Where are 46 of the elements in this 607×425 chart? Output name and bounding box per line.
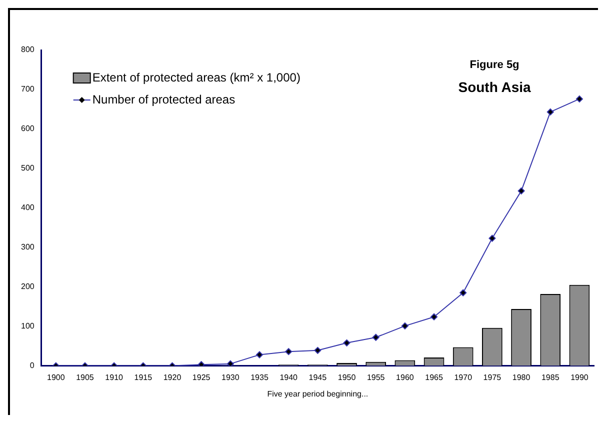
x-tick-label: 1910 — [105, 372, 124, 382]
y-tick-label: 600 — [20, 124, 35, 134]
y-tick-label: 0 — [30, 361, 35, 370]
y-tick-label: 400 — [20, 203, 35, 212]
point — [460, 289, 467, 296]
point — [430, 313, 438, 320]
point — [546, 108, 554, 116]
point — [576, 95, 583, 102]
legend-label: Number of protected areas — [92, 92, 236, 106]
x-tick-label: 1950 — [338, 372, 356, 382]
point — [256, 351, 263, 358]
x-tick-label: 1960 — [396, 372, 414, 382]
x-tick-label: 1955 — [366, 372, 386, 382]
point — [488, 234, 496, 242]
x-tick-label: 1900 — [46, 372, 66, 382]
x-tick-label: 1970 — [454, 372, 473, 382]
y-tick-label: 100 — [20, 322, 35, 331]
x-tick-label: 1985 — [541, 372, 560, 382]
x-tick-label: 1990 — [570, 372, 589, 382]
text: Figure 5g — [470, 59, 520, 72]
point — [226, 360, 234, 366]
x-tick-label: 1965 — [425, 372, 444, 382]
x-tick-label: 1915 — [134, 372, 153, 382]
point — [314, 346, 322, 354]
x-tick-label: 1930 — [222, 372, 240, 382]
x-tick-label: 1925 — [192, 372, 211, 382]
x-tick-label: 1935 — [250, 372, 269, 382]
y-tick-label: 300 — [20, 242, 35, 252]
y-tick-label: 500 — [20, 164, 35, 173]
x-tick-label: 1940 — [280, 372, 298, 382]
y-tick-label: 700 — [20, 84, 35, 94]
x-tick-label: 1920 — [163, 372, 182, 382]
y-tick-label: 200 — [20, 282, 35, 292]
point — [372, 334, 380, 341]
legend-label: Extent of protected areas (km² x 1,000) — [92, 70, 300, 84]
text: South Asia — [458, 78, 532, 95]
x-tick-label: 1975 — [483, 372, 502, 382]
point — [285, 348, 292, 356]
point — [518, 187, 525, 194]
point — [343, 339, 350, 346]
x-tick-label: 1905 — [76, 372, 94, 382]
x-tick-label: 1945 — [308, 372, 328, 382]
y-tick-label: 800 — [20, 45, 35, 54]
x-axis-title: Five year period beginning... — [267, 389, 368, 398]
point — [401, 322, 408, 330]
x-tick-label: 1980 — [512, 372, 531, 382]
